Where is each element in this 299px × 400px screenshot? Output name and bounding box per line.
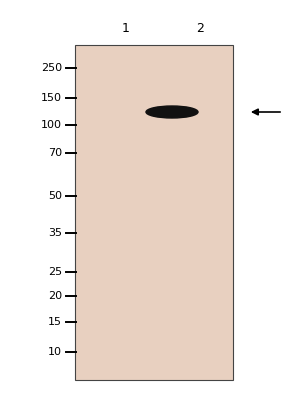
Text: 25: 25	[48, 267, 62, 277]
Text: 2: 2	[196, 22, 204, 34]
Text: 250: 250	[41, 63, 62, 73]
Text: 150: 150	[41, 93, 62, 103]
Text: 35: 35	[48, 228, 62, 238]
Text: 70: 70	[48, 148, 62, 158]
Text: 100: 100	[41, 120, 62, 130]
Text: 20: 20	[48, 291, 62, 301]
Bar	[75, 45, 233, 380]
Text: 10: 10	[48, 347, 62, 357]
Text: 1: 1	[122, 22, 129, 34]
Ellipse shape	[146, 106, 198, 118]
Text: 50: 50	[48, 191, 62, 201]
Text: 15: 15	[48, 317, 62, 327]
